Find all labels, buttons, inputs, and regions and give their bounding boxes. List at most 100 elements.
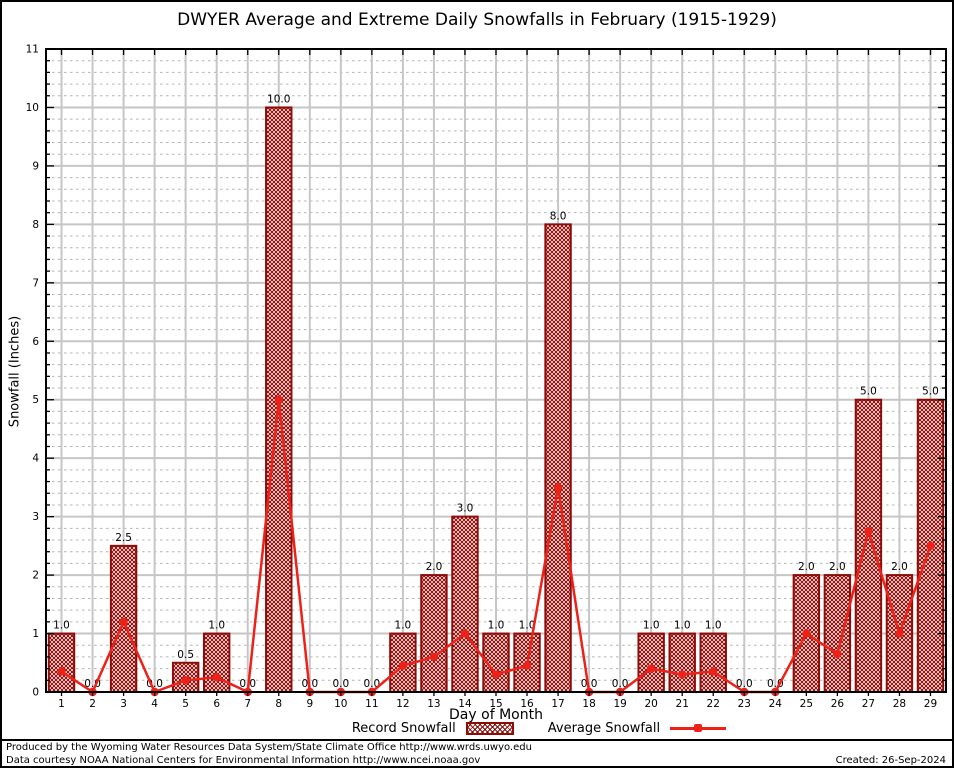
bar-value-label-day-12: 1.0 (395, 620, 412, 632)
x-tick-label-day-20: 20 (644, 698, 657, 710)
average-line-marker-icon (694, 724, 703, 732)
bar-value-label-day-22: 1.0 (705, 620, 722, 632)
x-tick-label-day-27: 27 (862, 698, 875, 710)
x-tick-label-day-26: 26 (831, 698, 845, 710)
y-tick-label: 8 (32, 219, 39, 231)
x-tick-label-day-21: 21 (676, 698, 689, 710)
bar-value-label-day-6: 1.0 (208, 620, 225, 632)
average-marker-day-8 (274, 395, 283, 404)
x-tick-label-day-22: 22 (707, 698, 720, 710)
bar-value-label-day-29: 5.0 (922, 386, 939, 398)
record-bar-day-13 (420, 574, 448, 693)
x-tick-label-day-5: 5 (182, 698, 189, 710)
average-marker-day-16 (522, 661, 532, 670)
bar-value-label-day-3: 2.5 (115, 532, 132, 544)
plot-frame (45, 48, 947, 696)
footer-divider (2, 739, 952, 741)
bar-value-label-day-27: 5.0 (860, 386, 877, 398)
x-tick-label-day-15: 15 (489, 698, 502, 710)
footer-created-date: Created: 26-Sep-2024 (835, 755, 946, 766)
y-axis-title: Snowfall (Inches) (7, 315, 23, 428)
bar-value-label-day-19: 0.0 (612, 678, 629, 690)
bar-value-label-day-10: 0.0 (332, 678, 349, 690)
average-marker-day-29 (926, 541, 935, 551)
average-marker-day-1 (57, 667, 66, 676)
bar-value-label-day-17: 8.0 (550, 210, 567, 222)
footer-produced-by: Produced by the Wyoming Water Resources … (6, 742, 532, 753)
y-tick-label: 6 (32, 336, 39, 348)
average-marker-day-13 (429, 652, 439, 662)
x-tick-label-day-25: 25 (800, 698, 813, 710)
average-line-swatch-icon (670, 724, 727, 732)
bar-value-label-day-25: 2.0 (798, 561, 815, 573)
record-bar-day-6 (202, 632, 231, 694)
average-marker-day-22 (709, 667, 718, 676)
x-tick-label-day-28: 28 (893, 698, 906, 710)
y-tick-label: 11 (26, 44, 39, 56)
record-bar-day-27 (854, 398, 883, 693)
bar-value-label-day-21: 1.0 (674, 620, 691, 632)
x-tick-label-day-8: 8 (275, 698, 282, 710)
bar-value-label-day-8: 10.0 (267, 93, 290, 105)
chart-title: DWYER Average and Extreme Daily Snowfall… (177, 10, 777, 30)
y-tick-label: 4 (32, 453, 39, 465)
x-tick-label-day-2: 2 (89, 698, 96, 710)
average-marker-day-26 (833, 649, 842, 659)
legend-average-label: Average Snowfall (547, 721, 661, 736)
x-tick-label-day-1: 1 (58, 698, 65, 710)
record-bar-day-1 (47, 632, 76, 694)
y-tick-label: 3 (32, 511, 39, 523)
bar-value-label-day-15: 1.0 (488, 620, 505, 632)
average-marker-day-28 (895, 629, 904, 638)
record-bar-day-26 (823, 574, 852, 693)
y-tick-label: 10 (26, 102, 39, 114)
x-tick-label-day-12: 12 (396, 698, 409, 710)
y-tick-label: 7 (32, 277, 39, 289)
average-marker-day-20 (646, 664, 656, 673)
bar-value-label-day-28: 2.0 (891, 561, 908, 573)
x-tick-label-day-4: 4 (151, 698, 158, 710)
average-marker-day-17 (553, 483, 563, 492)
x-tick-label-day-3: 3 (120, 698, 127, 710)
bar-value-label-day-13: 2.0 (426, 561, 443, 573)
y-tick-label: 9 (32, 160, 39, 172)
bar-value-label-day-16: 1.0 (519, 620, 536, 632)
x-tick-label-day-17: 17 (551, 698, 564, 710)
x-tick-label-day-16: 16 (520, 698, 534, 710)
bar-value-label-day-20: 1.0 (643, 620, 660, 632)
y-tick-label: 2 (32, 570, 39, 582)
y-tick-label: 1 (32, 628, 39, 640)
record-bar-day-22 (699, 632, 727, 694)
x-tick-label-day-13: 13 (427, 698, 440, 710)
x-tick-label-day-19: 19 (613, 698, 626, 710)
x-tick-label-day-11: 11 (365, 698, 378, 710)
x-tick-label-day-7: 7 (244, 698, 251, 710)
x-tick-label-day-24: 24 (769, 698, 783, 710)
record-bar-day-3 (109, 544, 138, 694)
y-tick-label: 5 (32, 394, 39, 406)
record-bar-day-17 (544, 223, 572, 693)
legend-item-record-snowfall: Record Snowfall (352, 721, 514, 736)
average-marker-day-3 (119, 617, 128, 627)
x-tick-label-day-18: 18 (582, 698, 595, 710)
bar-value-label-day-14: 3.0 (457, 503, 474, 515)
average-marker-day-6 (212, 673, 221, 682)
legend: Record Snowfall Average Snowfall (122, 721, 952, 736)
x-tick-label-day-9: 9 (306, 698, 313, 710)
x-tick-label-day-14: 14 (458, 698, 472, 710)
average-marker-day-12 (398, 661, 408, 670)
average-marker-day-15 (491, 670, 501, 679)
footer-data-courtesy: Data courtesy NOAA National Centers for … (6, 755, 481, 766)
bar-value-label-day-26: 2.0 (829, 561, 846, 573)
x-axis-title: Day of Month (449, 707, 543, 723)
legend-record-label: Record Snowfall (351, 721, 456, 736)
average-marker-day-14 (460, 629, 470, 638)
x-tick-label-day-29: 29 (924, 698, 937, 710)
bar-value-label-day-23: 0.0 (736, 678, 753, 690)
y-tick-label: 0 (32, 687, 39, 699)
average-marker-day-25 (802, 629, 811, 638)
x-tick-label-day-10: 10 (334, 698, 347, 710)
